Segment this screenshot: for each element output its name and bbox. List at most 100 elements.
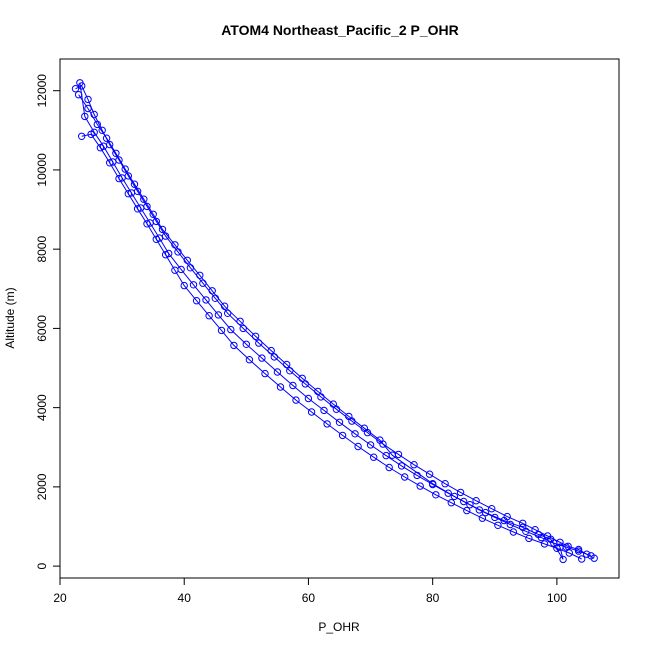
data-point xyxy=(432,491,440,499)
data-point xyxy=(556,543,564,551)
data-point xyxy=(276,383,285,391)
data-point xyxy=(161,251,170,259)
y-tick-label: 4000 xyxy=(35,394,49,421)
data-point xyxy=(525,534,533,543)
data-point xyxy=(397,462,406,470)
data-point xyxy=(171,241,179,249)
data-point xyxy=(251,332,260,340)
data-point xyxy=(140,195,148,203)
data-point xyxy=(152,235,161,244)
data-point xyxy=(376,436,384,444)
data-point xyxy=(292,396,300,404)
data-point xyxy=(245,356,254,364)
data-point xyxy=(298,374,306,382)
data-point xyxy=(205,312,213,320)
data-point xyxy=(192,297,201,305)
data-point xyxy=(475,506,483,514)
x-axis-label: P_OHR xyxy=(318,620,360,634)
data-point xyxy=(559,555,567,564)
data-point xyxy=(441,480,449,488)
data-point xyxy=(81,112,89,121)
data-point xyxy=(587,552,595,560)
data-point xyxy=(500,516,508,525)
y-tick-label: 12000 xyxy=(35,74,49,108)
x-tick-label: 60 xyxy=(302,591,316,605)
data-point xyxy=(283,360,291,369)
x-axis: 20 40 60 80 100 xyxy=(53,577,567,605)
data-point xyxy=(472,497,480,505)
data-point xyxy=(574,547,583,555)
data-point xyxy=(329,400,337,408)
data-point xyxy=(87,130,95,139)
data-point xyxy=(217,326,226,335)
data-point xyxy=(242,340,251,348)
data-point xyxy=(261,369,269,378)
data-point xyxy=(84,95,92,104)
data-point xyxy=(338,431,347,440)
data-point xyxy=(267,346,275,355)
data-point xyxy=(456,488,465,497)
data-point xyxy=(509,528,518,536)
data-point xyxy=(196,271,204,279)
data-point xyxy=(494,521,502,529)
data-point xyxy=(354,442,362,451)
data-point xyxy=(447,499,455,507)
data-point xyxy=(547,535,555,543)
data-point xyxy=(450,492,459,501)
data-point xyxy=(106,159,114,167)
data-point xyxy=(410,461,418,469)
data-point xyxy=(71,85,80,93)
data-point xyxy=(304,394,313,403)
data-point xyxy=(102,134,111,142)
data-point xyxy=(345,412,353,421)
series-line xyxy=(79,82,592,557)
data-point xyxy=(488,505,496,513)
data-point xyxy=(401,473,409,481)
x-tick-label: 80 xyxy=(426,591,440,605)
series-3 xyxy=(74,91,567,564)
data-point xyxy=(220,302,229,310)
data-point xyxy=(366,441,375,449)
data-point xyxy=(370,453,378,461)
data-point xyxy=(519,519,527,527)
data-point xyxy=(227,325,235,334)
y-axis: 0 2000 4000 6000 8000 10000 12000 xyxy=(35,74,61,569)
data-point xyxy=(463,506,471,515)
data-point xyxy=(519,523,527,531)
x-tick-label: 20 xyxy=(53,591,67,605)
data-point xyxy=(314,387,322,396)
series-line xyxy=(75,85,595,559)
data-point xyxy=(444,489,452,497)
series-line xyxy=(81,133,582,560)
data-point xyxy=(466,501,474,509)
data-point xyxy=(130,180,139,188)
series-layer xyxy=(71,79,598,564)
data-point xyxy=(540,540,549,548)
data-point xyxy=(578,555,586,563)
x-tick-label: 40 xyxy=(178,591,192,605)
y-tick-label: 10000 xyxy=(35,153,49,187)
series-2 xyxy=(78,130,586,563)
data-point xyxy=(478,514,487,522)
x-tick-label: 100 xyxy=(547,591,567,605)
data-point xyxy=(351,430,359,438)
data-point xyxy=(239,324,247,333)
data-point xyxy=(208,287,216,295)
data-point xyxy=(93,120,102,129)
data-point xyxy=(307,408,316,416)
y-tick-label: 6000 xyxy=(35,315,49,342)
data-point xyxy=(143,220,151,228)
data-point xyxy=(202,296,210,304)
data-point xyxy=(115,174,123,183)
data-point xyxy=(121,165,129,173)
data-point xyxy=(230,341,238,350)
data-point xyxy=(189,281,198,289)
data-point xyxy=(425,470,434,478)
data-point xyxy=(385,463,393,472)
data-point xyxy=(565,549,573,557)
data-point xyxy=(124,190,133,198)
data-point xyxy=(273,368,282,376)
data-point xyxy=(112,149,120,158)
data-point xyxy=(583,550,591,558)
data-point xyxy=(416,482,424,490)
